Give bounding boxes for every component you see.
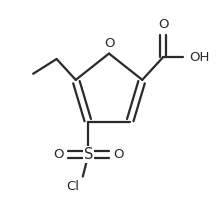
Text: O: O xyxy=(158,18,168,31)
Text: Cl: Cl xyxy=(66,180,79,193)
Text: O: O xyxy=(113,148,123,161)
Text: O: O xyxy=(54,148,64,161)
Text: S: S xyxy=(84,147,93,162)
Text: O: O xyxy=(104,37,114,50)
Text: OH: OH xyxy=(189,51,209,64)
